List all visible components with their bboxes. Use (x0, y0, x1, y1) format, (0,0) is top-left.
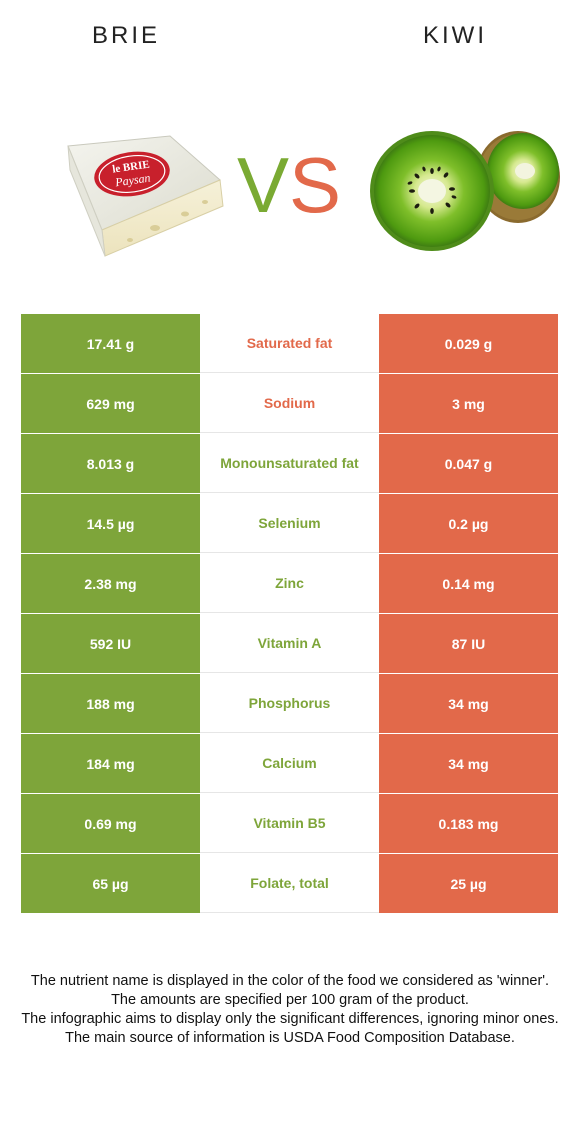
vs-label: VS (236, 141, 342, 229)
table-row: 188 mg Phosphorus 34 mg (21, 674, 558, 734)
table-row: 8.013 g Monounsaturated fat 0.047 g (21, 434, 558, 494)
table-row: 17.41 g Saturated fat 0.029 g (21, 314, 558, 374)
table-row: 2.38 mg Zinc 0.14 mg (21, 554, 558, 614)
footnotes: The nutrient name is displayed in the co… (16, 972, 564, 1048)
footnote-line: The infographic aims to display only the… (21, 1011, 559, 1027)
kiwi-value: 0.047 g (379, 434, 558, 493)
brie-value: 188 mg (21, 674, 200, 733)
kiwi-value: 0.029 g (379, 314, 558, 373)
nutrient-name: Vitamin A (200, 614, 379, 673)
nutrient-name: Zinc (200, 554, 379, 613)
nutrient-name: Selenium (200, 494, 379, 553)
nutrient-name: Calcium (200, 734, 379, 793)
brie-value: 629 mg (21, 374, 200, 433)
kiwi-value: 25 µg (379, 854, 558, 913)
kiwi-value: 0.14 mg (379, 554, 558, 613)
table-row: 629 mg Sodium 3 mg (21, 374, 558, 434)
nutrient-name: Phosphorus (200, 674, 379, 733)
nutrient-comparison-table: 17.41 g Saturated fat 0.029 g 629 mg Sodium 3… (21, 314, 558, 914)
svg-text:le BRIE: le BRIE (112, 159, 151, 176)
brie-cheese-image: le BRIE Paysan (67, 135, 224, 257)
brie-value: 14.5 µg (21, 494, 200, 553)
kiwi-value: 3 mg (379, 374, 558, 433)
nutrient-name: Sodium (200, 374, 379, 433)
right-food-title: KIWI (423, 22, 487, 49)
kiwi-fruit-image (370, 131, 560, 251)
brie-value: 0.69 mg (21, 794, 200, 853)
svg-text:Paysan: Paysan (113, 171, 151, 190)
nutrient-name: Saturated fat (200, 314, 379, 373)
kiwi-value: 34 mg (379, 734, 558, 793)
left-food-title: BRIE (91, 22, 160, 49)
footnote-line: The amounts are specified per 100 gram o… (111, 992, 469, 1008)
table-row: 184 mg Calcium 34 mg (21, 734, 558, 794)
kiwi-value: 0.183 mg (379, 794, 558, 853)
brie-value: 184 mg (21, 734, 200, 793)
brie-value: 65 µg (21, 854, 200, 913)
footnote-line: The nutrient name is displayed in the co… (30, 973, 550, 989)
brie-label-logo: le BRIE Paysan (94, 151, 170, 197)
brie-value: 2.38 mg (21, 554, 200, 613)
table-row: 592 IU Vitamin A 87 IU (21, 614, 558, 674)
table-row: 14.5 µg Selenium 0.2 µg (21, 494, 558, 554)
footnote-line: The main source of information is USDA F… (65, 1030, 515, 1046)
nutrient-name: Vitamin B5 (200, 794, 379, 853)
table-row: 0.69 mg Vitamin B5 0.183 mg (21, 794, 558, 854)
kiwi-value: 0.2 µg (379, 494, 558, 553)
brie-value: 592 IU (21, 614, 200, 673)
nutrient-name: Folate, total (200, 854, 379, 913)
brie-value: 17.41 g (21, 314, 200, 373)
kiwi-value: 34 mg (379, 674, 558, 733)
kiwi-value: 87 IU (379, 614, 558, 673)
table-row: 65 µg Folate, total 25 µg (21, 854, 558, 914)
brie-value: 8.013 g (21, 434, 200, 493)
nutrient-name: Monounsaturated fat (200, 434, 379, 493)
